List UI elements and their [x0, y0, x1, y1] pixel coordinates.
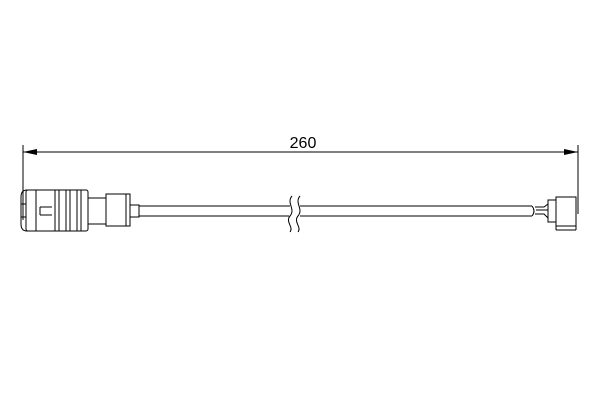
dimension-label: 260 [290, 135, 317, 152]
connector-neck [87, 197, 107, 225]
wire-boot [129, 204, 140, 218]
right-arrowhead [564, 149, 578, 155]
left-connector [20, 189, 140, 232]
terminal-wire-top [535, 203, 549, 208]
cable-break-right [295, 195, 301, 233]
connector-front-face [20, 189, 36, 232]
connector-body [25, 189, 89, 232]
right-connector [535, 196, 577, 231]
cable-break-left [287, 195, 293, 233]
insulation-end [531, 205, 535, 217]
dimension-annotation [22, 145, 579, 220]
cable [139, 195, 532, 233]
cable-end [531, 205, 535, 217]
left-arrowhead [23, 149, 37, 155]
terminal-housing-front [547, 199, 557, 223]
terminal-wire-bottom [535, 213, 549, 219]
dimension-arrows [23, 149, 578, 155]
terminal-housing [555, 196, 577, 227]
